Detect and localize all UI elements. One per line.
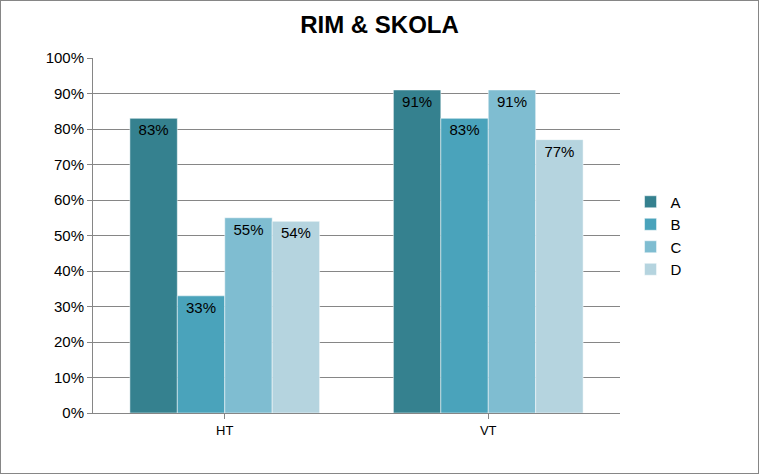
svg-text:B: B: [671, 216, 681, 233]
svg-text:C: C: [671, 239, 682, 256]
svg-text:100%: 100%: [46, 49, 84, 66]
svg-text:0%: 0%: [62, 404, 84, 421]
svg-text:40%: 40%: [54, 262, 84, 279]
svg-text:20%: 20%: [54, 333, 84, 350]
svg-text:70%: 70%: [54, 156, 84, 173]
svg-text:91%: 91%: [497, 93, 527, 110]
svg-text:83%: 83%: [139, 121, 169, 138]
svg-text:D: D: [671, 261, 682, 278]
svg-text:91%: 91%: [402, 93, 432, 110]
svg-text:33%: 33%: [186, 299, 216, 316]
svg-text:77%: 77%: [544, 143, 574, 160]
svg-text:VT: VT: [480, 423, 497, 438]
svg-text:RIM & SKOLA: RIM & SKOLA: [300, 11, 459, 38]
svg-text:50%: 50%: [54, 227, 84, 244]
svg-text:54%: 54%: [281, 224, 311, 241]
svg-text:90%: 90%: [54, 85, 84, 102]
svg-text:80%: 80%: [54, 120, 84, 137]
svg-text:A: A: [671, 194, 681, 211]
svg-text:HT: HT: [216, 423, 233, 438]
svg-text:60%: 60%: [54, 191, 84, 208]
svg-text:30%: 30%: [54, 298, 84, 315]
svg-text:83%: 83%: [450, 121, 480, 138]
svg-text:55%: 55%: [233, 221, 263, 238]
svg-text:10%: 10%: [54, 369, 84, 386]
